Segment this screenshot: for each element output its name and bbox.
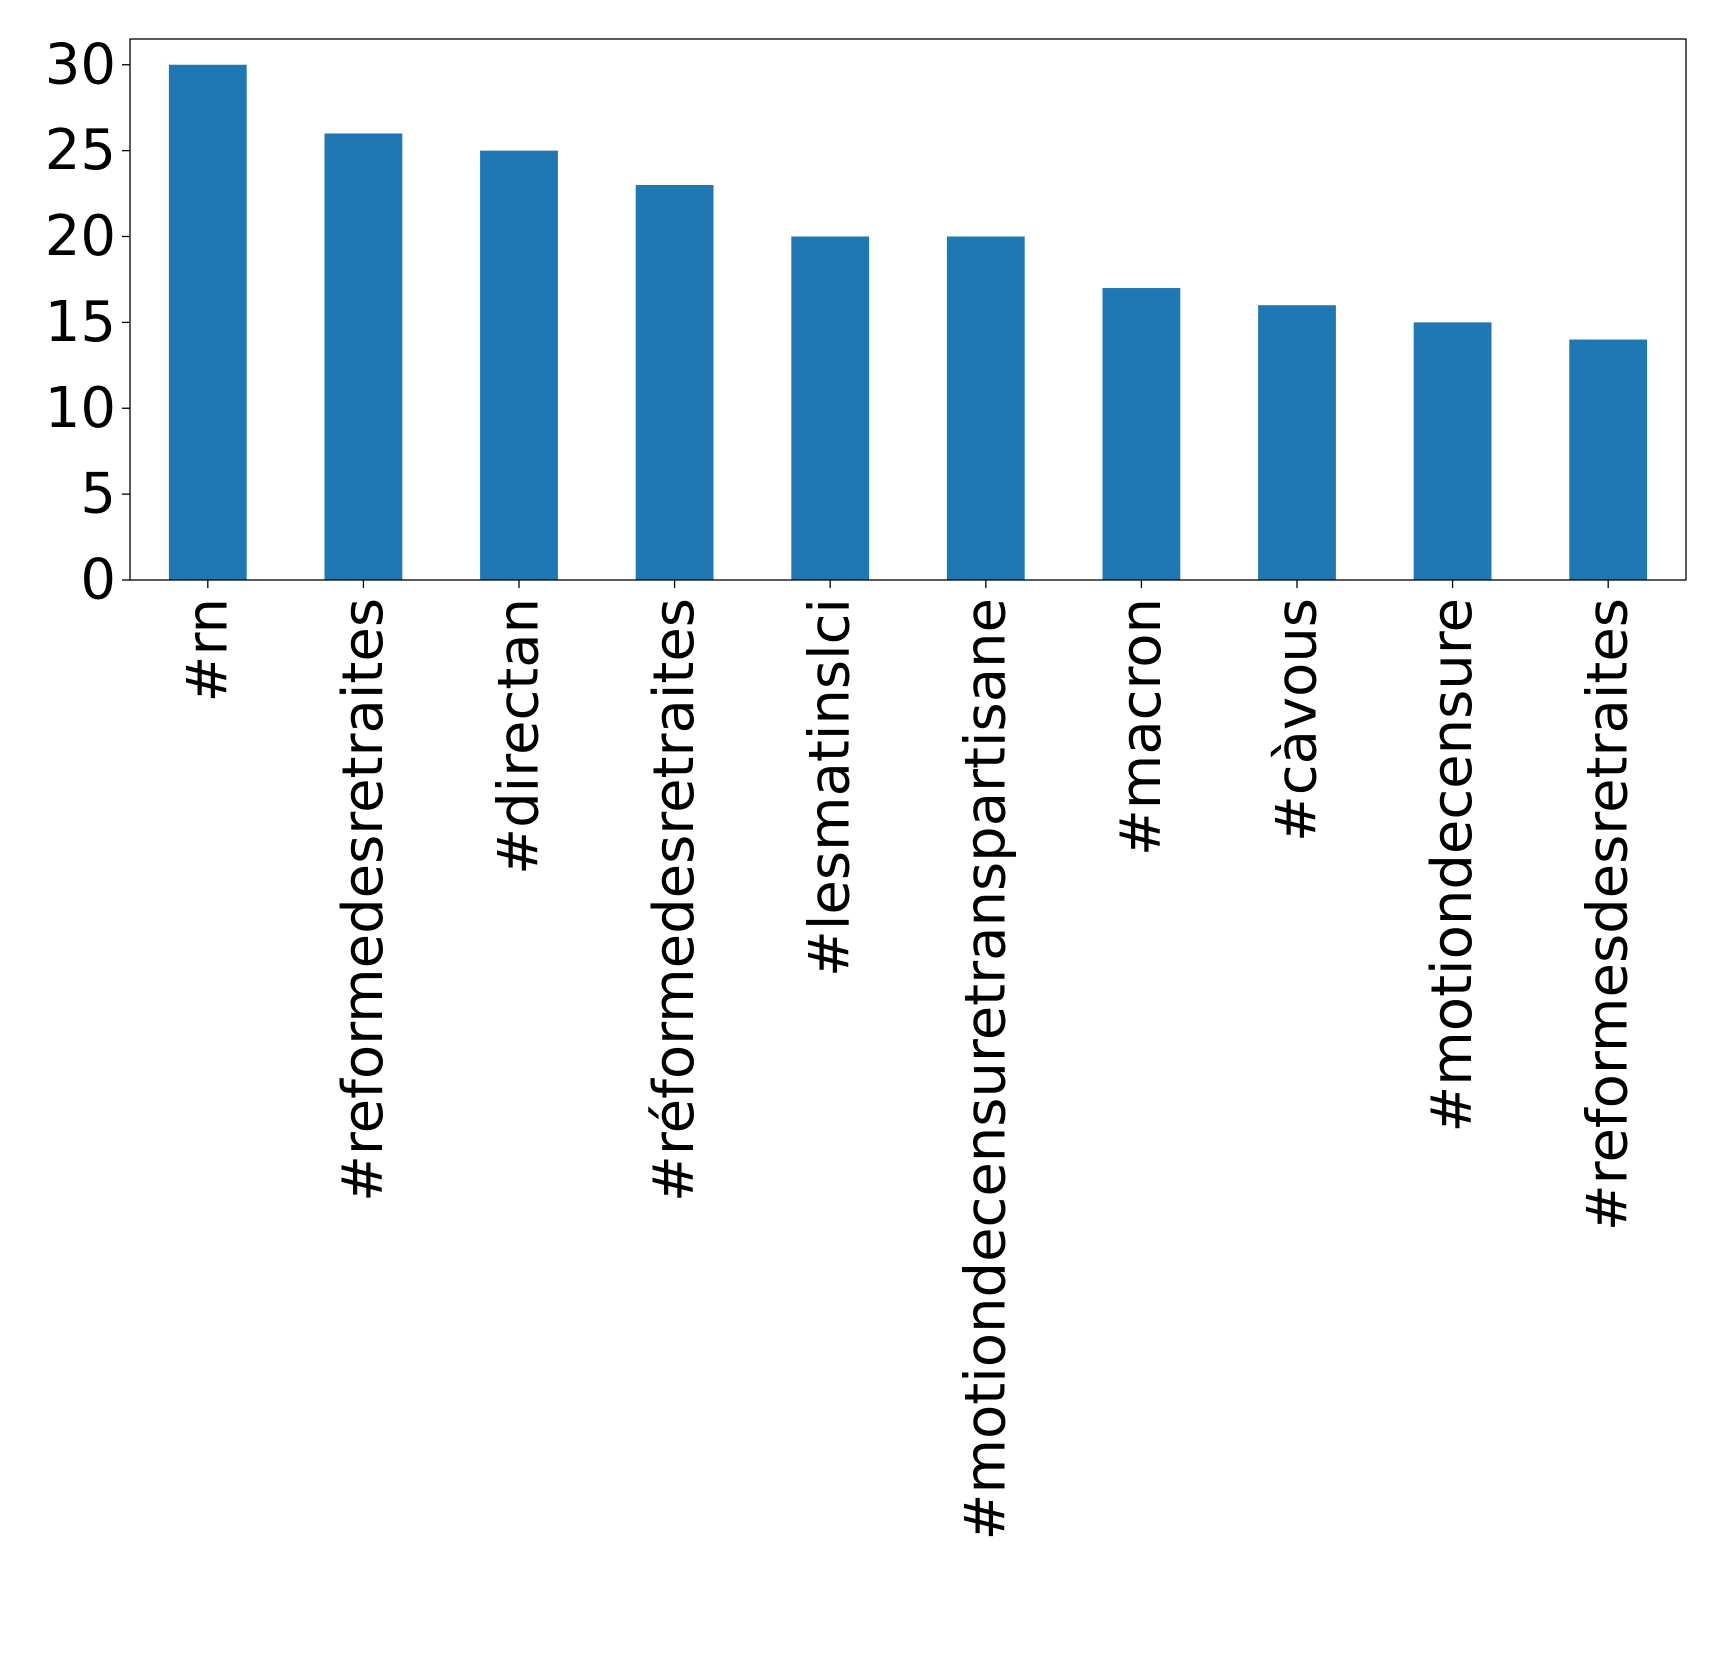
y-tick-label-2: 10 (45, 376, 116, 441)
y-tick-label-4: 20 (45, 204, 116, 269)
bar-9 (1569, 339, 1648, 580)
bar-4 (791, 236, 870, 580)
x-tick-label-4: #lesmatinslci (798, 598, 863, 977)
bar-5 (946, 236, 1025, 580)
bar-0 (168, 64, 247, 580)
bars-layer (168, 64, 1648, 580)
y-tick-label-0: 0 (80, 548, 116, 613)
y-tick-label-1: 5 (80, 462, 116, 527)
y-tick-label-6: 30 (45, 32, 116, 97)
bar-2 (480, 150, 558, 580)
bar-1 (324, 133, 403, 580)
x-tick-label-5: #motiondecensuretranspartisane (953, 598, 1018, 1540)
bar-8 (1413, 322, 1492, 580)
x-tick-label-8: #motiondecensure (1420, 598, 1485, 1133)
bar-7 (1258, 305, 1336, 580)
x-tick-label-0: #rn (175, 598, 240, 702)
bar-6 (1102, 288, 1181, 580)
bar-3 (635, 184, 714, 580)
x-tick-label-3: #réformedesretraites (642, 598, 707, 1202)
x-tick-label-1: #reformedesretraites (331, 598, 396, 1202)
y-tick-label-5: 25 (45, 118, 116, 183)
y-axis: 0 5 10 15 20 25 30 (45, 32, 130, 613)
x-tick-label-2: #directan (487, 598, 552, 875)
x-tick-label-9: #reformesdesretraites (1576, 598, 1641, 1231)
x-tick-label-7: #càvous (1265, 598, 1330, 842)
y-tick-label-3: 15 (45, 290, 116, 355)
x-tick-label-6: #macron (1109, 598, 1174, 856)
x-axis: #rn #reformedesretraites #directan #réforme… (175, 580, 1641, 1540)
plot-frame (129, 38, 1687, 581)
